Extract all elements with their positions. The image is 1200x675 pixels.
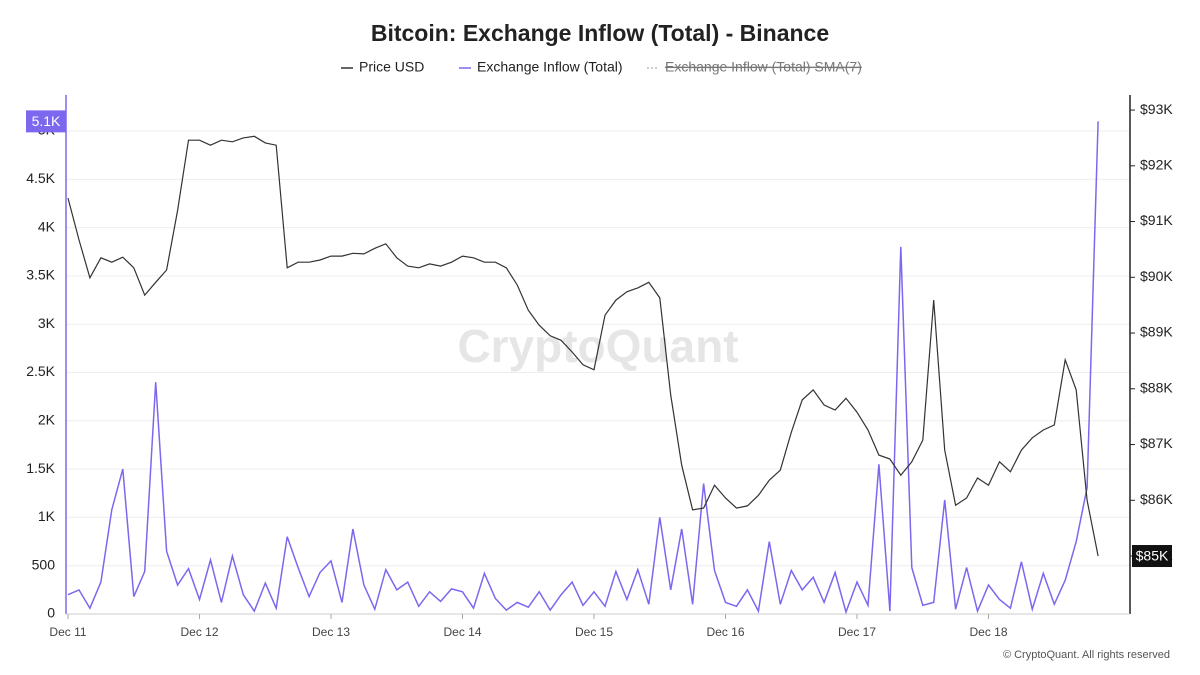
y2-tick-label: $93K bbox=[1140, 101, 1173, 117]
x-tick-label: Dec 14 bbox=[443, 625, 481, 639]
y-tick-label: 4.5K bbox=[26, 170, 55, 186]
value-badge bbox=[1132, 545, 1172, 568]
x-tick-label: Dec 15 bbox=[575, 625, 613, 639]
chart-title: Bitcoin: Exchange Inflow (Total) - Binan… bbox=[371, 20, 829, 46]
x-tick-label: Dec 17 bbox=[838, 625, 876, 639]
y2-tick-label: $89K bbox=[1140, 324, 1173, 340]
x-tick-label: Dec 12 bbox=[180, 625, 218, 639]
y2-tick-label: $87K bbox=[1140, 435, 1173, 451]
footer: © CryptoQuant. All rights reserved bbox=[1003, 649, 1170, 661]
y-tick-label: 500 bbox=[32, 556, 56, 572]
y-tick-label: 3.5K bbox=[26, 267, 55, 283]
y-tick-label: 1K bbox=[38, 508, 56, 524]
legend-label: Price USD bbox=[359, 59, 424, 75]
y-tick-label: 4K bbox=[38, 218, 56, 234]
y-tick-label: 0 bbox=[47, 605, 55, 621]
value-badge-label: $85K bbox=[1136, 548, 1169, 564]
y2-tick-label: $90K bbox=[1140, 268, 1173, 284]
watermark: CryptoQuant bbox=[457, 320, 738, 372]
series-line bbox=[67, 121, 1099, 615]
y-tick-label: 3K bbox=[38, 315, 56, 331]
value-badge-label: 5.1K bbox=[32, 113, 61, 129]
value-badge bbox=[26, 110, 66, 133]
y2-tick-label: $92K bbox=[1140, 157, 1173, 173]
y-tick-label: 2.5K bbox=[26, 363, 55, 379]
x-tick-label: Dec 13 bbox=[312, 625, 350, 639]
legend-label: Exchange Inflow (Total) SMA(7) bbox=[665, 59, 862, 75]
x-tick-label: Dec 18 bbox=[969, 625, 1007, 639]
y2-tick-label: $91K bbox=[1140, 212, 1173, 228]
y2-tick-label: $86K bbox=[1140, 491, 1173, 507]
y-tick-label: 1.5K bbox=[26, 460, 55, 476]
x-tick-label: Dec 11 bbox=[49, 625, 86, 639]
y-tick-label: 2K bbox=[38, 412, 56, 428]
legend-label: Exchange Inflow (Total) bbox=[477, 59, 623, 75]
y2-tick-label: $88K bbox=[1140, 379, 1173, 395]
series-line bbox=[67, 135, 1099, 557]
x-tick-label: Dec 16 bbox=[706, 625, 744, 639]
